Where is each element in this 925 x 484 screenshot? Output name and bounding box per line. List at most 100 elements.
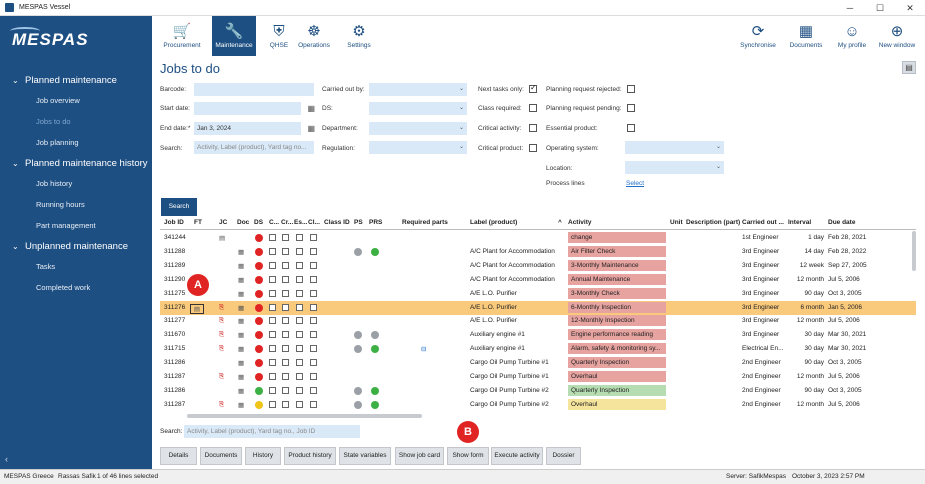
table-row[interactable]: 311288 ▦ A/C Plant for Accommodation Air Fi… <box>160 245 916 259</box>
next-tasks-only-checkbox[interactable] <box>529 83 537 93</box>
sidebar-item[interactable]: Completed work <box>36 283 91 292</box>
document-icon[interactable]: ▦ <box>238 387 245 395</box>
operating-system-select[interactable]: ⌄ <box>625 141 724 154</box>
document-icon[interactable]: ▦ <box>238 332 245 340</box>
flag-checkbox[interactable] <box>310 317 317 325</box>
toolbar-synchronise-button[interactable]: ⟳ Synchronise <box>736 16 780 56</box>
flag-checkbox[interactable] <box>269 247 276 255</box>
document-icon[interactable]: ▦ <box>238 262 245 270</box>
document-icon[interactable]: ▦ <box>238 248 245 256</box>
nav-group[interactable]: ⌄ Planned maintenance history <box>0 153 152 173</box>
critical-activity-checkbox[interactable] <box>529 124 537 132</box>
sidebar-item[interactable]: Running hours <box>36 200 85 209</box>
document-icon[interactable]: ▦ <box>238 374 245 381</box>
job-card-icon[interactable]: ⎘ <box>219 303 225 311</box>
flag-checkbox[interactable] <box>296 386 303 394</box>
flag-checkbox[interactable] <box>282 359 289 367</box>
documents-button[interactable]: Documents <box>200 447 242 465</box>
flag-checkbox[interactable] <box>296 317 303 325</box>
flag-checkbox[interactable] <box>269 331 276 339</box>
flag-checkbox[interactable] <box>269 303 276 311</box>
table-row[interactable]: 311287 ⎘ ▦ Cargo Oil Pump Turbine #2 Overhau… <box>160 398 916 412</box>
column-header[interactable]: Doc <box>237 219 250 226</box>
history-button[interactable]: History <box>245 447 281 465</box>
details-button[interactable]: Details <box>160 447 197 465</box>
document-icon[interactable]: ▦ <box>238 276 245 284</box>
flag-checkbox[interactable] <box>282 345 289 353</box>
flag-checkbox[interactable] <box>269 359 276 367</box>
sidebar-item[interactable]: Job planning <box>36 138 79 147</box>
search-button[interactable]: Search <box>161 198 197 216</box>
flag-checkbox[interactable] <box>282 400 289 408</box>
minimize-icon[interactable]: ─ <box>846 3 854 13</box>
flag-checkbox[interactable] <box>296 261 303 269</box>
flag-checkbox[interactable] <box>282 247 289 255</box>
table-row[interactable]: 311276 ▤ ⎘ ▦ A/E L.O. Purifier 6-Monthly Insp… <box>160 300 916 315</box>
flag-checkbox[interactable] <box>282 289 289 297</box>
critical-product-checkbox[interactable] <box>529 144 537 152</box>
form-icon[interactable]: ▤ <box>190 303 204 314</box>
column-header[interactable]: FT <box>194 219 202 226</box>
table-row[interactable]: 311289 ▦ A/C Plant for Accommodation 3-Mont… <box>160 259 916 273</box>
flag-checkbox[interactable] <box>310 331 317 339</box>
planning-pending-checkbox[interactable] <box>627 104 635 112</box>
grid-horizontal-scrollbar[interactable] <box>187 414 422 418</box>
flag-checkbox[interactable] <box>269 234 276 241</box>
column-header[interactable]: Description (part) <box>686 219 741 226</box>
column-header[interactable]: Required parts <box>402 219 448 226</box>
flag-checkbox[interactable] <box>269 317 276 325</box>
regulation-select[interactable]: ⌄ <box>369 141 467 154</box>
search-input[interactable]: Activity, Label (product), Yard tag no..… <box>194 141 314 154</box>
column-header[interactable]: Due date <box>828 219 856 226</box>
column-header[interactable]: PS <box>354 219 363 226</box>
column-header[interactable]: Job ID <box>164 219 184 226</box>
dossier-button[interactable]: Dossier <box>546 447 581 465</box>
flag-checkbox[interactable] <box>296 303 303 311</box>
table-row[interactable]: 311290 ▦ A/C Plant for Accommodation Annual… <box>160 273 916 287</box>
table-row[interactable]: 311670 ⎘ ▦ Auxiliary engine #1 Engine perfor… <box>160 328 916 342</box>
department-select[interactable]: ⌄ <box>369 122 467 135</box>
column-header[interactable]: Class ID <box>324 219 350 226</box>
process-lines-select-link[interactable]: Select <box>626 180 645 187</box>
sidebar-item[interactable]: Job history <box>36 179 73 188</box>
flag-checkbox[interactable] <box>282 386 289 394</box>
flag-checkbox[interactable] <box>296 359 303 367</box>
flag-checkbox[interactable] <box>310 289 317 297</box>
sidebar-item[interactable]: Tasks <box>36 262 56 271</box>
flag-checkbox[interactable] <box>282 331 289 339</box>
column-header[interactable]: Cr... <box>281 219 294 226</box>
barcode-input[interactable] <box>194 83 314 96</box>
toolbar-maintenance-button[interactable]: 🔧 Maintenance <box>212 16 256 56</box>
column-header[interactable]: C... <box>269 219 280 226</box>
chevron-down-icon[interactable]: ⌄ <box>12 75 19 85</box>
document-icon[interactable]: ▦ <box>238 346 245 354</box>
nav-group[interactable]: ⌄ Planned maintenance <box>0 70 152 90</box>
flag-checkbox[interactable] <box>269 345 276 353</box>
table-row[interactable]: 311277 ⎘ ▦ A/E L.O. Purifier 12-Monthly Insp… <box>160 314 916 328</box>
ds-select[interactable]: ⌄ <box>369 102 467 115</box>
column-header[interactable]: Interval <box>788 219 812 226</box>
sidebar-item[interactable]: Job overview <box>36 96 80 105</box>
flag-checkbox[interactable] <box>269 289 276 297</box>
flag-checkbox[interactable] <box>296 275 303 283</box>
table-row[interactable]: 311286 ▦ Cargo Oil Pump Turbine #2 Quarterl… <box>160 384 916 398</box>
document-icon[interactable]: ▦ <box>238 360 245 368</box>
job-card-icon[interactable]: ▤ <box>219 235 226 242</box>
table-row[interactable]: 311715 ⎘ ▦ ⊟ Auxiliary engine #1 Alarm, safet… <box>160 342 916 356</box>
maximize-icon[interactable]: ☐ <box>875 2 885 13</box>
sort-up-icon[interactable]: ^ <box>558 219 562 226</box>
column-header[interactable]: Es... <box>294 219 308 226</box>
bottom-search-input[interactable]: Activity, Label (product), Yard tag no.,… <box>184 425 360 438</box>
calendar-icon[interactable]: ▦ <box>307 104 315 113</box>
document-icon[interactable]: ▦ <box>238 401 245 409</box>
flag-checkbox[interactable] <box>310 400 317 408</box>
start-date-input[interactable]: ▦ <box>194 102 315 115</box>
close-icon[interactable]: ✕ <box>906 2 914 13</box>
job-card-icon[interactable]: ⎘ <box>219 317 225 325</box>
flag-checkbox[interactable] <box>296 400 303 408</box>
flag-checkbox[interactable] <box>282 234 289 241</box>
column-header[interactable]: Carried out ... <box>742 219 784 226</box>
class-required-checkbox[interactable] <box>529 104 537 112</box>
column-header[interactable]: Activity <box>568 219 592 226</box>
calendar-icon[interactable]: ▦ <box>307 124 315 133</box>
